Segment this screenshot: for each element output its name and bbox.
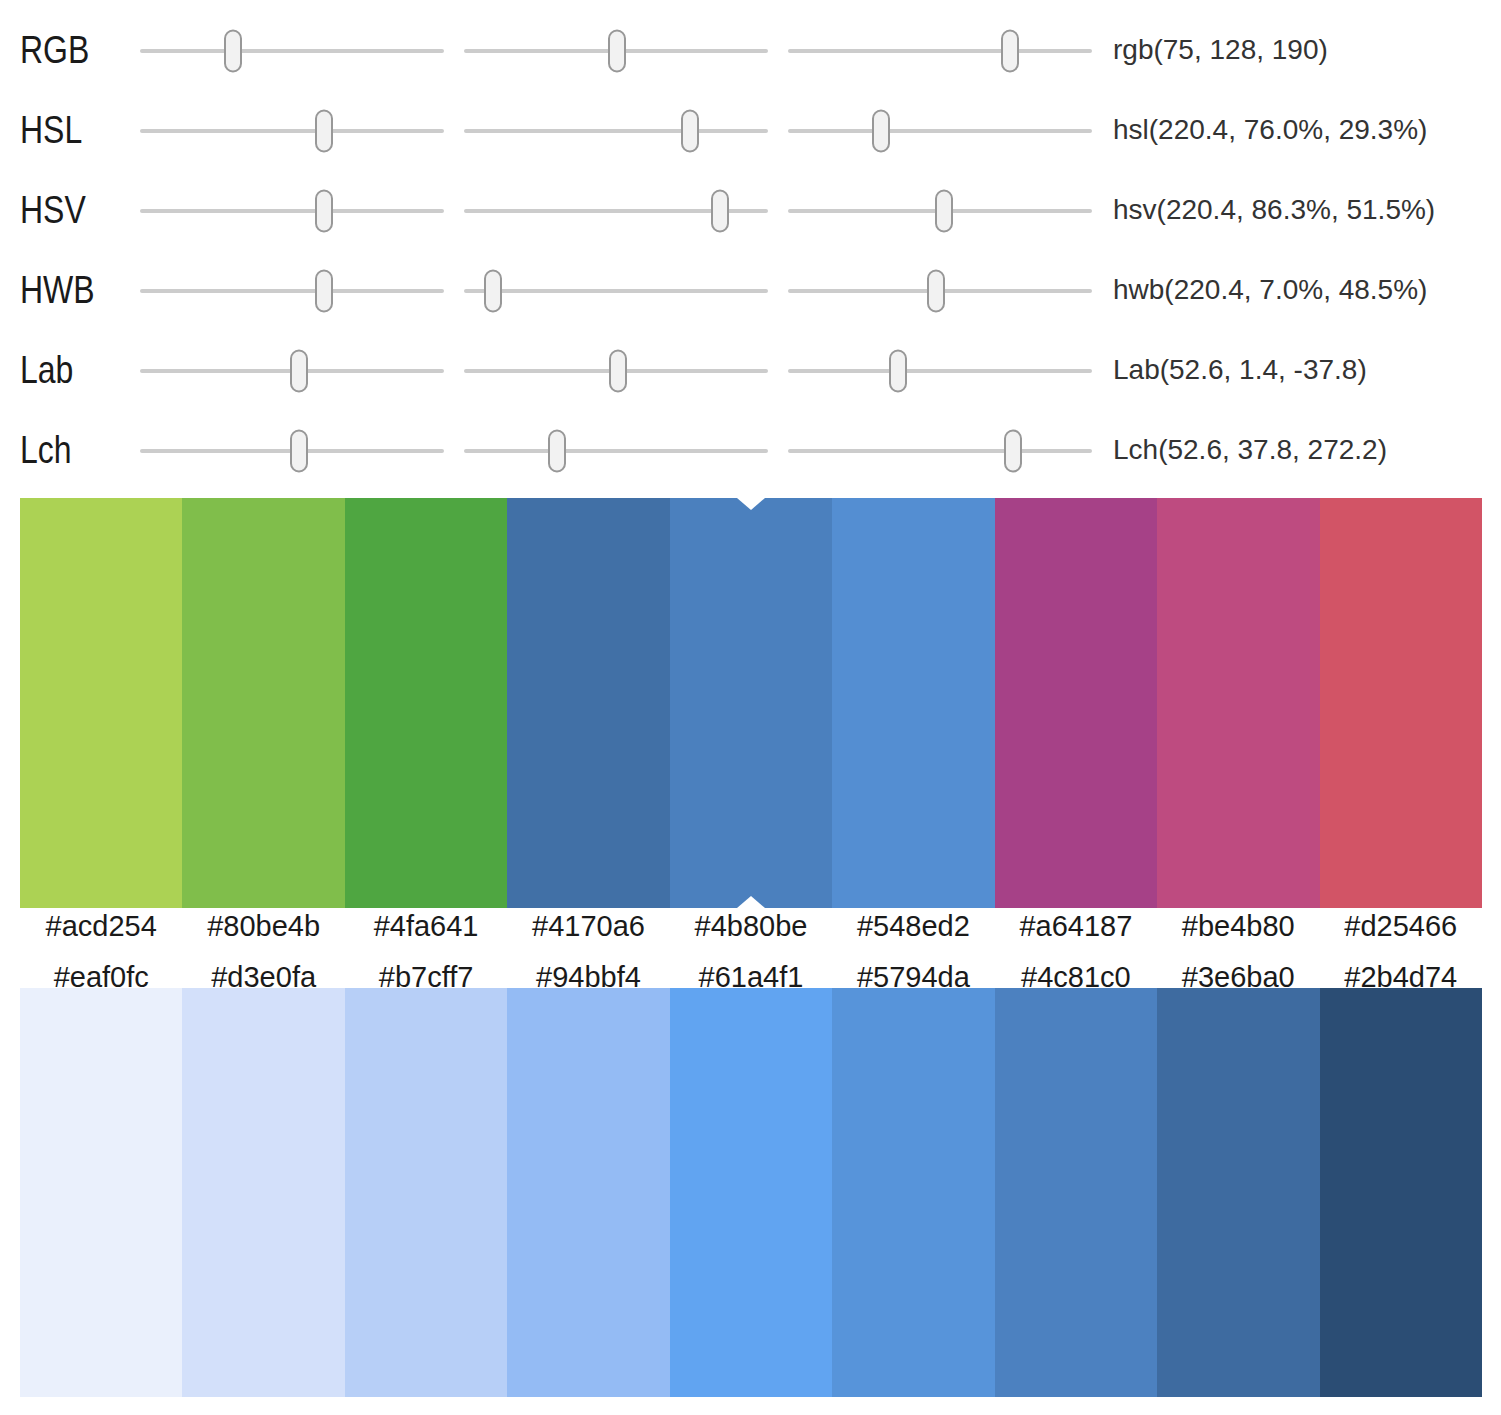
slider-value-label: hsv(220.4, 86.3%, 51.5%) — [1113, 194, 1435, 226]
swatch-hex-label: #a64187 — [995, 908, 1157, 944]
color-swatch[interactable] — [182, 988, 344, 1397]
color-swatch[interactable] — [670, 498, 832, 908]
swatch-hex-label: #4170a6 — [507, 908, 669, 944]
palette-strip — [20, 498, 1482, 908]
swatch-hex-label: #be4b80 — [1157, 908, 1319, 944]
slider-row-hwb: HWB hwb(220.4, 7.0%, 48.5%) — [0, 251, 1501, 331]
slider-track[interactable] — [788, 369, 1092, 373]
color-swatch[interactable] — [345, 498, 507, 908]
color-swatch[interactable] — [1157, 498, 1319, 908]
color-slider-panel: RGB rgb(75, 128, 190) HSL hsl(220.4, 76.0%,… — [0, 11, 1501, 491]
slider-thumb[interactable] — [1004, 430, 1022, 473]
color-swatch[interactable] — [995, 498, 1157, 908]
slider-track[interactable] — [464, 449, 768, 453]
color-swatch[interactable] — [507, 498, 669, 908]
slider-thumb[interactable] — [224, 30, 242, 73]
slider-track[interactable] — [788, 129, 1092, 133]
slider-thumb[interactable] — [608, 30, 626, 73]
slider-thumb[interactable] — [1001, 30, 1019, 73]
slider-value-label: Lch(52.6, 37.8, 272.2) — [1113, 434, 1387, 466]
color-swatch[interactable] — [1157, 988, 1319, 1397]
slider-track[interactable] — [788, 209, 1092, 213]
slider-track[interactable] — [464, 289, 768, 293]
color-swatch[interactable] — [1320, 498, 1482, 908]
palette-hex-labels: #acd254#80be4b#4fa641#4170a6#4b80be#548e… — [20, 908, 1482, 944]
color-swatch[interactable] — [507, 988, 669, 1397]
slider-thumb[interactable] — [548, 430, 566, 473]
slider-track[interactable] — [464, 369, 768, 373]
swatch-hex-label: #80be4b — [182, 908, 344, 944]
swatch-hex-label: #548ed2 — [832, 908, 994, 944]
swatch-hex-label: #4b80be — [670, 908, 832, 944]
slider-thumb[interactable] — [935, 190, 953, 233]
swatch-hex-label: #acd254 — [20, 908, 182, 944]
slider-value-label: hsl(220.4, 76.0%, 29.3%) — [1113, 114, 1427, 146]
colorspace-label: HWB — [20, 268, 95, 312]
colorspace-label: Lch — [20, 428, 72, 472]
slider-track[interactable] — [140, 449, 444, 453]
slider-track[interactable] — [140, 49, 444, 53]
slider-row-hsl: HSL hsl(220.4, 76.0%, 29.3%) — [0, 91, 1501, 171]
slider-thumb[interactable] — [315, 270, 333, 313]
slider-thumb[interactable] — [681, 110, 699, 153]
slider-thumb[interactable] — [290, 430, 308, 473]
slider-thumb[interactable] — [889, 350, 907, 393]
color-swatch[interactable] — [182, 498, 344, 908]
color-swatch[interactable] — [20, 988, 182, 1397]
slider-thumb[interactable] — [484, 270, 502, 313]
slider-row-lab: Lab Lab(52.6, 1.4, -37.8) — [0, 331, 1501, 411]
slider-track[interactable] — [464, 129, 768, 133]
slider-thumb[interactable] — [927, 270, 945, 313]
scale-strip — [20, 988, 1482, 1397]
slider-track[interactable] — [464, 49, 768, 53]
slider-thumb[interactable] — [609, 350, 627, 393]
slider-row-rgb: RGB rgb(75, 128, 190) — [0, 11, 1501, 91]
color-swatch[interactable] — [20, 498, 182, 908]
slider-row-lch: Lch Lch(52.6, 37.8, 272.2) — [0, 411, 1501, 491]
color-swatch[interactable] — [670, 988, 832, 1397]
slider-track[interactable] — [140, 129, 444, 133]
slider-track[interactable] — [464, 209, 768, 213]
colorspace-label: HSV — [20, 188, 86, 232]
swatch-hex-label: #d25466 — [1320, 908, 1482, 944]
slider-thumb[interactable] — [315, 190, 333, 233]
slider-thumb[interactable] — [315, 110, 333, 153]
slider-track[interactable] — [140, 289, 444, 293]
selected-swatch-notch-top — [737, 498, 765, 510]
slider-thumb[interactable] — [711, 190, 729, 233]
slider-track[interactable] — [140, 369, 444, 373]
colorspace-label: HSL — [20, 108, 82, 152]
color-swatch[interactable] — [995, 988, 1157, 1397]
color-swatch[interactable] — [1320, 988, 1482, 1397]
colorspace-label: RGB — [20, 28, 89, 72]
color-swatch[interactable] — [345, 988, 507, 1397]
slider-thumb[interactable] — [290, 350, 308, 393]
slider-track[interactable] — [788, 49, 1092, 53]
slider-track[interactable] — [788, 449, 1092, 453]
color-swatch[interactable] — [832, 498, 994, 908]
slider-value-label: hwb(220.4, 7.0%, 48.5%) — [1113, 274, 1427, 306]
slider-track[interactable] — [788, 289, 1092, 293]
slider-thumb[interactable] — [872, 110, 890, 153]
swatch-hex-label: #4fa641 — [345, 908, 507, 944]
slider-track[interactable] — [140, 209, 444, 213]
slider-value-label: Lab(52.6, 1.4, -37.8) — [1113, 354, 1367, 386]
colorspace-label: Lab — [20, 348, 73, 392]
selected-swatch-notch-bottom — [737, 896, 765, 908]
slider-row-hsv: HSV hsv(220.4, 86.3%, 51.5%) — [0, 171, 1501, 251]
slider-value-label: rgb(75, 128, 190) — [1113, 34, 1328, 66]
color-swatch[interactable] — [832, 988, 994, 1397]
